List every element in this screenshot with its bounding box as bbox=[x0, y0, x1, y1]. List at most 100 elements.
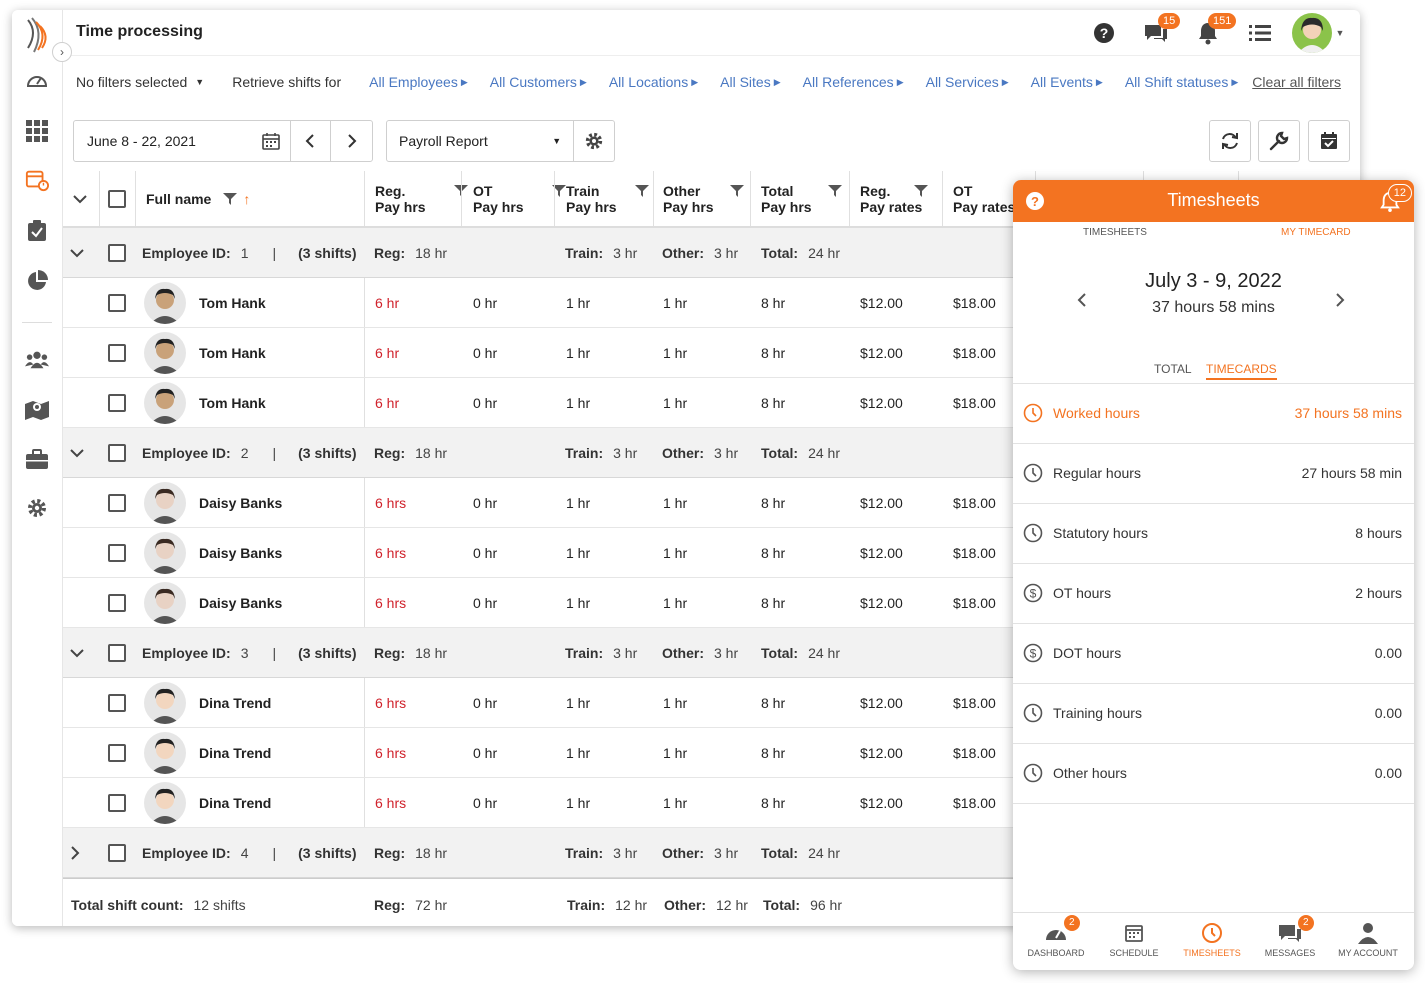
tab-my-timecard[interactable]: MY TIMECARD bbox=[1281, 227, 1351, 238]
col-full-name[interactable]: Full name ↑ bbox=[146, 190, 251, 207]
row-checkbox[interactable] bbox=[108, 678, 126, 727]
dashboard-icon[interactable] bbox=[25, 69, 49, 93]
date-range-picker[interactable]: June 8 - 22, 2021 bbox=[73, 120, 373, 162]
row-checkbox[interactable] bbox=[108, 278, 126, 327]
user-menu[interactable]: ▼ bbox=[1286, 10, 1350, 56]
timecard-row[interactable]: $ DOT hours 0.00 bbox=[1013, 624, 1414, 684]
nav-timesheets[interactable]: TIMESHEETS bbox=[1173, 921, 1251, 958]
col-total-pay-hrs[interactable]: Total Pay hrs bbox=[761, 171, 842, 226]
refresh-button[interactable] bbox=[1209, 120, 1251, 162]
nav-my-account[interactable]: MY ACCOUNT bbox=[1329, 921, 1407, 958]
group-checkbox[interactable] bbox=[108, 828, 126, 877]
filter-events[interactable]: All Events ▶ bbox=[1030, 74, 1103, 90]
col-ot-pay-hrs[interactable]: OT Pay hrs bbox=[473, 171, 566, 226]
pie-chart-icon[interactable] bbox=[25, 269, 49, 293]
user-icon bbox=[1329, 921, 1407, 945]
row-checkbox[interactable] bbox=[108, 528, 126, 577]
prev-week-button[interactable] bbox=[1077, 290, 1087, 313]
timecard-row[interactable]: Statutory hours 8 hours bbox=[1013, 504, 1414, 564]
notifications-button[interactable]: 151 bbox=[1182, 10, 1237, 56]
employee-name[interactable]: Daisy Banks bbox=[199, 594, 283, 611]
col-other-pay-hrs[interactable]: Other Pay hrs bbox=[663, 171, 744, 226]
timecard-row[interactable]: Worked hours 37 hours 58 mins bbox=[1013, 384, 1414, 444]
employee-name[interactable]: Dina Trend bbox=[199, 744, 272, 761]
nav-dashboard[interactable]: 2 DASHBOARD bbox=[1017, 915, 1095, 958]
chevron-down-icon[interactable] bbox=[70, 428, 84, 477]
prev-period-button[interactable] bbox=[291, 121, 332, 161]
report-settings-button[interactable] bbox=[574, 121, 614, 161]
chevron-down-icon[interactable] bbox=[70, 628, 84, 677]
clipboard-check-icon[interactable] bbox=[25, 219, 49, 243]
filter-dropdown[interactable]: No filters selected ▼ bbox=[76, 74, 204, 90]
col-train-pay-hrs[interactable]: Train Pay hrs bbox=[566, 171, 649, 226]
col-reg-pay-hrs[interactable]: Reg. Pay hrs bbox=[375, 171, 468, 226]
filter-services[interactable]: All Services ▶ bbox=[925, 74, 1009, 90]
chevron-right-icon[interactable] bbox=[70, 828, 80, 877]
sort-asc-icon[interactable]: ↑ bbox=[243, 190, 251, 207]
employee-name[interactable]: Tom Hank bbox=[199, 344, 266, 361]
timecard-row[interactable]: Training hours 0.00 bbox=[1013, 684, 1414, 744]
next-week-button[interactable] bbox=[1335, 290, 1345, 313]
col-reg-pay-rates[interactable]: Reg. Pay rates bbox=[860, 171, 929, 226]
employee-name[interactable]: Tom Hank bbox=[199, 294, 266, 311]
group-train-summary: Train: 3 hr bbox=[565, 244, 638, 261]
grid-icon[interactable] bbox=[25, 119, 49, 143]
messages-button[interactable]: 15 bbox=[1130, 10, 1182, 56]
timecard-row[interactable]: Regular hours 27 hours 58 min bbox=[1013, 444, 1414, 504]
nav-messages[interactable]: 2 MESSAGES bbox=[1251, 915, 1329, 958]
calendar-icon[interactable] bbox=[261, 132, 280, 150]
briefcase-icon[interactable] bbox=[25, 447, 49, 471]
row-checkbox[interactable] bbox=[108, 778, 126, 827]
schedule-button[interactable] bbox=[1308, 120, 1350, 162]
group-checkbox[interactable] bbox=[108, 428, 126, 477]
row-checkbox[interactable] bbox=[108, 728, 126, 777]
filter-locations[interactable]: All Locations ▶ bbox=[608, 74, 699, 90]
app-logo-icon[interactable] bbox=[22, 14, 52, 59]
nav-schedule[interactable]: SCHEDULE bbox=[1095, 921, 1173, 958]
employee-name[interactable]: Tom Hank bbox=[199, 394, 266, 411]
filter-shift-statuses[interactable]: All Shift statuses ▶ bbox=[1124, 74, 1239, 90]
select-all-checkbox[interactable] bbox=[108, 171, 126, 226]
list-menu-button[interactable] bbox=[1234, 10, 1286, 56]
row-checkbox[interactable] bbox=[108, 478, 126, 527]
timecard-value: 8 hours bbox=[1355, 525, 1402, 541]
filter-icon[interactable] bbox=[223, 192, 238, 206]
filter-sites[interactable]: All Sites ▶ bbox=[720, 74, 781, 90]
settings-gear-icon[interactable] bbox=[25, 496, 49, 520]
panel-header: ? Timesheets 12 bbox=[1013, 180, 1414, 222]
tools-button[interactable] bbox=[1258, 120, 1300, 162]
group-checkbox[interactable] bbox=[108, 228, 126, 277]
employee-name[interactable]: Daisy Banks bbox=[199, 544, 283, 561]
subtab-timecards[interactable]: TIMECARDS bbox=[1206, 362, 1277, 380]
col-ot-pay-rates[interactable]: OT Pay rates bbox=[953, 182, 1016, 215]
sidebar-expand-button[interactable]: › bbox=[52, 42, 72, 62]
collapse-all-button[interactable] bbox=[73, 171, 87, 226]
filter-customers[interactable]: All Customers ▶ bbox=[489, 74, 587, 90]
employee-name[interactable]: Dina Trend bbox=[199, 794, 272, 811]
timecard-row[interactable]: $ OT hours 2 hours bbox=[1013, 564, 1414, 624]
row-checkbox[interactable] bbox=[108, 328, 126, 377]
employee-name[interactable]: Daisy Banks bbox=[199, 494, 283, 511]
group-total-summary: Total: 24 hr bbox=[761, 644, 840, 661]
help-icon[interactable]: ? bbox=[1025, 191, 1045, 211]
row-checkbox[interactable] bbox=[108, 578, 126, 627]
cell-reg: 6 hrs bbox=[375, 494, 407, 511]
clear-filters-link[interactable]: Clear all filters bbox=[1252, 74, 1341, 90]
filter-references[interactable]: All References ▶ bbox=[802, 74, 904, 90]
help-button[interactable]: ? bbox=[1078, 10, 1130, 56]
filter-employees[interactable]: All Employees ▶ bbox=[369, 74, 468, 90]
caret-right-icon: ▶ bbox=[1231, 76, 1239, 87]
map-pin-icon[interactable] bbox=[25, 397, 49, 421]
group-checkbox[interactable] bbox=[108, 628, 126, 677]
employee-name[interactable]: Dina Trend bbox=[199, 694, 272, 711]
team-icon[interactable] bbox=[25, 347, 49, 371]
group-total-summary: Total: 24 hr bbox=[761, 444, 840, 461]
calendar-clock-icon[interactable] bbox=[25, 168, 49, 192]
report-select[interactable]: Payroll Report ▼ bbox=[386, 120, 615, 162]
next-period-button[interactable] bbox=[331, 121, 372, 161]
chevron-down-icon[interactable] bbox=[70, 228, 84, 277]
row-checkbox[interactable] bbox=[108, 378, 126, 427]
timecard-row[interactable]: Other hours 0.00 bbox=[1013, 744, 1414, 804]
tab-timesheets[interactable]: TIMESHEETS bbox=[1083, 227, 1147, 238]
subtab-total[interactable]: TOTAL bbox=[1154, 362, 1192, 376]
